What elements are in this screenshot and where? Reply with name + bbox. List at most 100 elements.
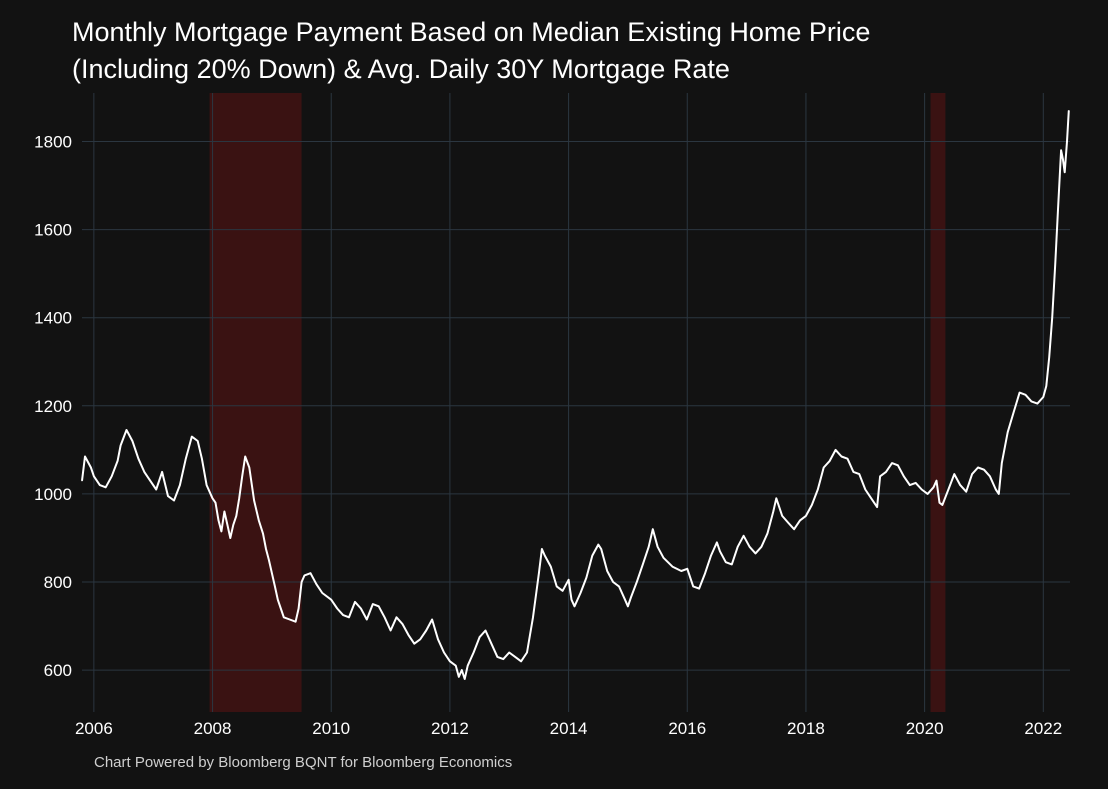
data-point-1-3 — [90, 466, 92, 469]
data-point-1-142 — [805, 515, 807, 517]
data-point-1-151 — [858, 473, 860, 475]
data-point-1-50 — [297, 607, 300, 610]
data-point-1-8 — [117, 460, 119, 462]
data-point-1-42 — [268, 559, 270, 561]
data-point-1-48 — [289, 618, 291, 621]
data-point-1-113 — [636, 581, 638, 583]
data-point-1-79 — [461, 669, 463, 671]
data-point-1-129 — [731, 563, 733, 566]
y-tick-label-1800: 1800 — [34, 132, 72, 151]
data-point-1-173 — [977, 466, 979, 469]
data-point-1-112 — [630, 596, 632, 599]
y-tick-label-1600: 1600 — [34, 221, 72, 240]
data-point-1-146 — [829, 460, 831, 462]
data-point-1-71 — [419, 638, 421, 640]
data-point-1-17 — [167, 495, 169, 497]
x-axis-tick-labels: 2006 2008 2010 2012 2014 2016 2018 2020 2022 — [75, 719, 1062, 738]
data-point-1-31 — [229, 537, 231, 539]
data-point-1-73 — [431, 618, 433, 621]
data-point-1-104 — [591, 554, 593, 557]
y-tick-label-1400: 1400 — [34, 309, 72, 328]
data-point-1-2 — [84, 455, 86, 458]
data-point-1-34 — [238, 497, 240, 499]
data-point-1-161 — [915, 482, 917, 484]
data-point-1-105 — [597, 543, 599, 546]
data-point-1-168 — [947, 488, 949, 491]
data-point-1-24 — [206, 484, 208, 486]
data-point-1-93 — [538, 572, 540, 574]
data-point-1-64 — [378, 605, 380, 607]
data-point-1-167 — [941, 504, 944, 506]
data-point-1-120 — [680, 570, 682, 572]
data-point-1-98 — [562, 590, 564, 592]
data-point-1-13 — [143, 471, 145, 473]
data-point-1-166 — [938, 502, 941, 504]
data-point-1-160 — [909, 484, 911, 486]
chart-title: Monthly Mortgage Payment Based on Median… — [72, 14, 870, 88]
chart-title-line-1: Monthly Mortgage Payment Based on Median… — [72, 17, 871, 47]
data-point-1-4 — [93, 475, 95, 477]
grid-lines — [82, 93, 1070, 712]
data-point-1-178 — [1001, 462, 1003, 464]
data-point-1-163 — [926, 493, 929, 495]
data-point-1-139 — [787, 521, 789, 524]
data-point-1-164 — [932, 486, 935, 488]
data-point-1-86 — [496, 656, 498, 658]
data-point-1-122 — [692, 585, 694, 588]
y-tick-label-1000: 1000 — [34, 485, 72, 504]
data-point-1-189 — [1054, 264, 1056, 266]
data-point-1-180 — [1013, 411, 1015, 414]
data-point-1-83 — [478, 636, 481, 638]
x-tick-label-2006: 2006 — [75, 719, 113, 738]
data-point-1-25 — [211, 497, 214, 499]
data-point-1-191 — [1060, 149, 1062, 151]
data-point-1-175 — [989, 475, 991, 477]
data-point-1-157 — [891, 462, 893, 464]
data-point-1-9 — [119, 444, 122, 447]
data-point-1-36 — [244, 455, 246, 458]
data-point-1-130 — [737, 546, 739, 548]
recession-band-1 — [209, 93, 302, 712]
data-point-1-95 — [544, 554, 546, 557]
data-point-1-152 — [864, 488, 866, 491]
data-point-1-171 — [965, 491, 967, 493]
data-point-1-10 — [125, 429, 128, 431]
data-point-1-43 — [271, 572, 273, 574]
data-point-1-169 — [953, 473, 955, 475]
data-point-1-1 — [81, 480, 83, 482]
data-point-1-57 — [336, 607, 338, 610]
data-point-1-144 — [817, 488, 819, 491]
data-point-1-55 — [321, 592, 323, 594]
data-point-1-170 — [959, 484, 961, 486]
data-point-1-84 — [484, 629, 487, 632]
data-point-1-44 — [274, 585, 276, 588]
data-point-1-74 — [437, 638, 439, 640]
data-point-1-87 — [502, 658, 504, 660]
y-tick-label-800: 800 — [44, 573, 72, 592]
data-point-1-15 — [155, 488, 157, 491]
x-tick-label-2018: 2018 — [787, 719, 825, 738]
data-point-1-69 — [407, 634, 409, 636]
data-point-1-182 — [1024, 394, 1027, 396]
data-point-1-90 — [520, 660, 522, 662]
data-point-1-131 — [743, 535, 745, 537]
data-point-1-91 — [526, 651, 528, 654]
data-point-1-46 — [280, 607, 282, 610]
x-tick-label-2016: 2016 — [668, 719, 706, 738]
data-point-1-190 — [1057, 206, 1059, 209]
data-point-1-193 — [1064, 171, 1066, 173]
data-point-1-52 — [303, 574, 306, 577]
data-point-1-88 — [508, 651, 510, 654]
data-point-1-66 — [389, 629, 392, 632]
recession-bands — [209, 93, 946, 712]
data-point-1-141 — [799, 519, 801, 521]
data-point-1-185 — [1042, 396, 1044, 398]
data-point-1-116 — [652, 528, 654, 530]
x-tick-label-2020: 2020 — [906, 719, 944, 738]
data-point-1-67 — [395, 616, 398, 618]
data-point-1-56 — [330, 599, 332, 601]
data-point-1-103 — [585, 577, 587, 579]
data-point-1-40 — [262, 532, 264, 535]
data-point-1-58 — [342, 614, 344, 616]
data-point-1-6 — [105, 486, 107, 488]
